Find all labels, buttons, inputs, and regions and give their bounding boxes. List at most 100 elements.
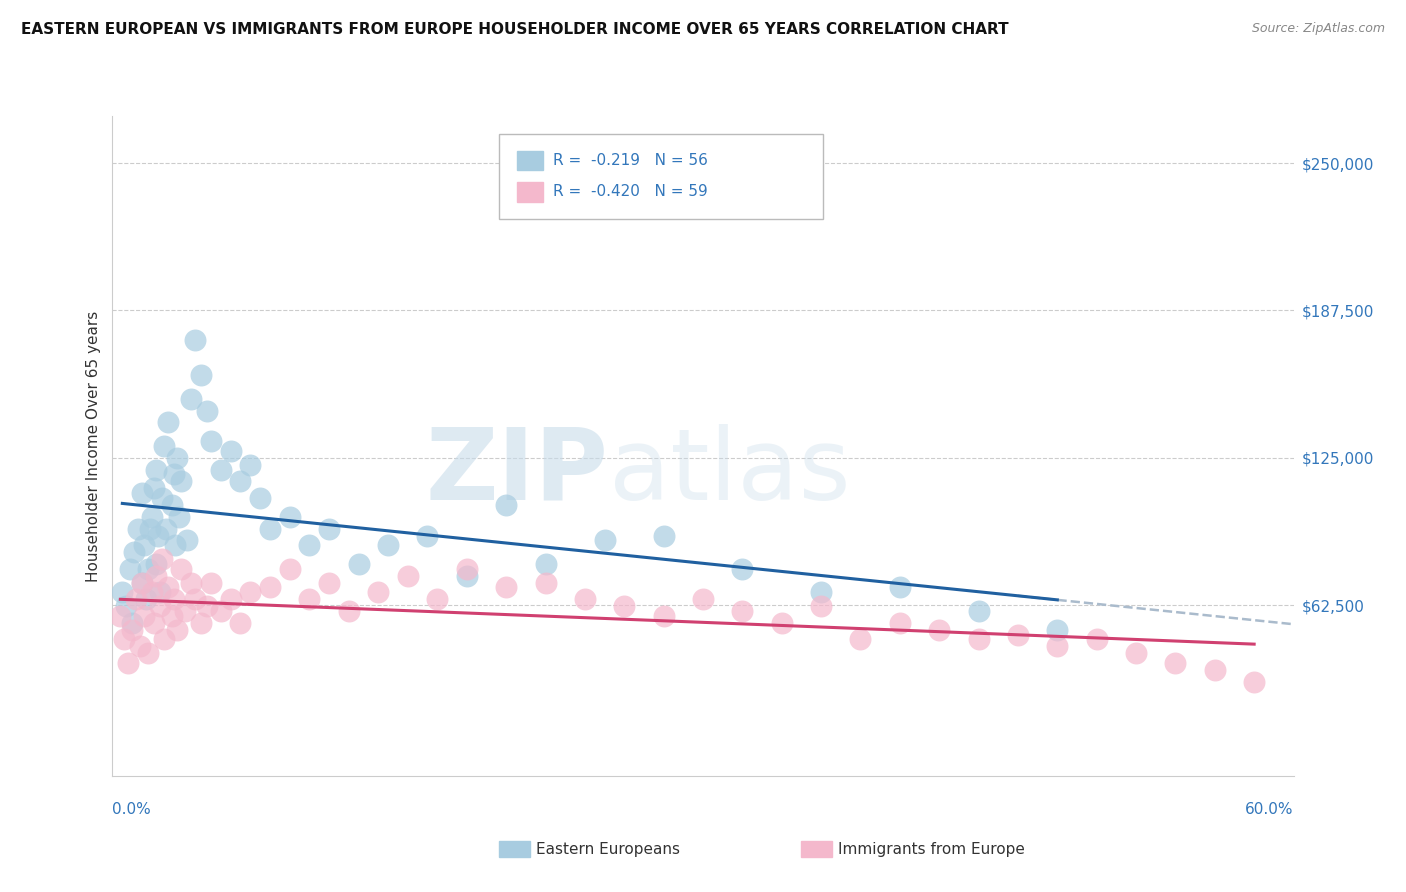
Point [318, 575, 340, 590]
Point [180, 392, 202, 406]
Point [115, 599, 138, 614]
Point [141, 509, 163, 524]
Point [149, 585, 172, 599]
Point [396, 568, 419, 582]
Point [195, 403, 218, 417]
Point [810, 599, 832, 614]
Point [200, 575, 222, 590]
Point [426, 592, 449, 607]
Point [219, 592, 242, 607]
Point [1046, 623, 1069, 637]
Text: atlas: atlas [609, 424, 851, 521]
Text: ZIP: ZIP [426, 424, 609, 521]
Point [298, 538, 321, 552]
Point [132, 608, 155, 623]
Point [136, 561, 159, 575]
Point [122, 545, 145, 559]
Point [165, 538, 187, 552]
Point [239, 585, 262, 599]
Point [1007, 627, 1029, 641]
Point [170, 561, 193, 575]
Point [200, 434, 222, 449]
Point [534, 575, 557, 590]
Point [1204, 663, 1226, 677]
Point [142, 482, 165, 496]
Point [139, 521, 162, 535]
Point [127, 521, 149, 535]
Point [239, 458, 262, 472]
Point [120, 561, 142, 575]
Point [141, 585, 163, 599]
Point [928, 623, 950, 637]
Text: Eastern Europeans: Eastern Europeans [536, 842, 679, 856]
Point [495, 498, 517, 512]
Point [184, 592, 207, 607]
Point [121, 623, 143, 637]
Point [337, 604, 360, 618]
Point [125, 592, 148, 607]
Text: Immigrants from Europe: Immigrants from Europe [838, 842, 1025, 856]
Point [142, 615, 165, 630]
Point [209, 462, 232, 476]
Text: R =  -0.420   N = 59: R = -0.420 N = 59 [553, 185, 707, 199]
Point [849, 632, 872, 647]
Point [1085, 632, 1108, 647]
Point [184, 333, 207, 347]
Point [190, 615, 212, 630]
Point [1125, 647, 1147, 661]
Point [377, 538, 399, 552]
Point [129, 640, 152, 654]
Point [456, 568, 478, 582]
Point [174, 604, 197, 618]
Point [152, 439, 174, 453]
Point [889, 581, 911, 595]
Point [170, 475, 193, 489]
Point [278, 561, 301, 575]
Point [1164, 656, 1187, 670]
Point [135, 592, 157, 607]
Point [162, 592, 184, 607]
Text: EASTERN EUROPEAN VS IMMIGRANTS FROM EUROPE HOUSEHOLDER INCOME OVER 65 YEARS CORR: EASTERN EUROPEAN VS IMMIGRANTS FROM EURO… [21, 22, 1008, 37]
Point [318, 521, 340, 535]
Point [652, 608, 675, 623]
Text: R =  -0.219   N = 56: R = -0.219 N = 56 [553, 153, 707, 168]
Point [145, 568, 167, 582]
Text: 0.0%: 0.0% [112, 802, 152, 816]
Point [132, 538, 155, 552]
Point [150, 491, 173, 505]
Point [731, 561, 754, 575]
Point [136, 647, 159, 661]
Text: 60.0%: 60.0% [1246, 802, 1294, 816]
Point [131, 486, 153, 500]
Point [259, 581, 281, 595]
Point [150, 552, 173, 566]
Point [117, 656, 139, 670]
Point [190, 368, 212, 383]
Point [145, 557, 167, 571]
Point [249, 491, 271, 505]
Point [229, 475, 252, 489]
Point [1046, 640, 1069, 654]
Point [195, 599, 218, 614]
Point [613, 599, 636, 614]
Point [176, 533, 198, 548]
Point [731, 604, 754, 618]
Y-axis label: Householder Income Over 65 years: Householder Income Over 65 years [86, 310, 101, 582]
Point [145, 462, 167, 476]
Point [593, 533, 616, 548]
Text: Source: ZipAtlas.com: Source: ZipAtlas.com [1251, 22, 1385, 36]
Point [810, 585, 832, 599]
Point [652, 528, 675, 542]
Point [259, 521, 281, 535]
Point [367, 585, 389, 599]
Point [278, 509, 301, 524]
Point [162, 467, 184, 482]
Point [495, 581, 517, 595]
Point [131, 575, 153, 590]
Point [180, 575, 202, 590]
Point [160, 498, 183, 512]
Point [121, 615, 143, 630]
Point [889, 615, 911, 630]
Point [967, 604, 990, 618]
Point [166, 450, 188, 465]
